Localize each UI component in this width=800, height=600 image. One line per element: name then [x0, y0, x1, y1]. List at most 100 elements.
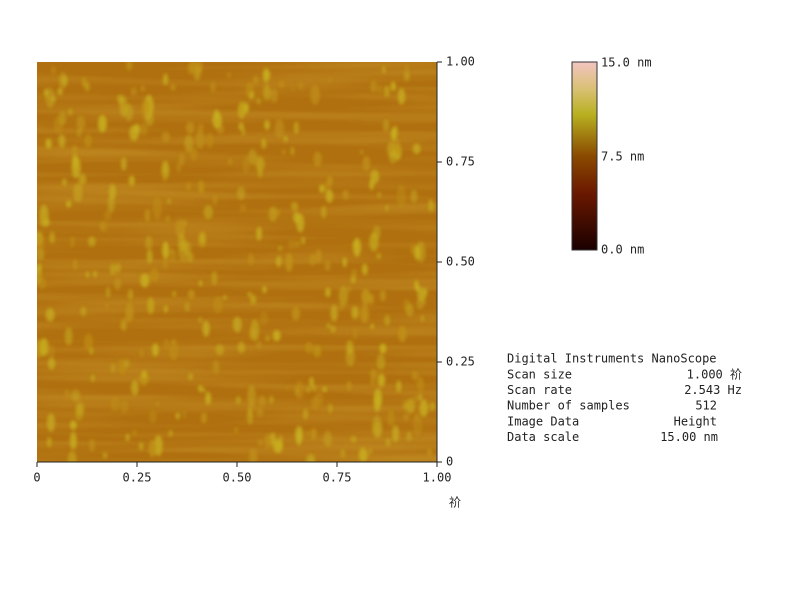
texture-spot: [358, 447, 368, 462]
texture-spot: [262, 84, 271, 101]
texture-spot: [328, 403, 333, 414]
texture-spot: [123, 359, 130, 368]
texture-spot: [197, 123, 204, 132]
texture-spot: [167, 198, 171, 204]
texture-spot: [265, 334, 270, 342]
texture-spot: [170, 83, 176, 91]
texture-spot: [190, 147, 198, 161]
texture-spot: [76, 401, 85, 416]
texture-spot: [69, 235, 75, 249]
texture-spot: [330, 325, 336, 333]
texture-spot: [256, 97, 261, 105]
texture-spot: [170, 248, 175, 255]
texture-spot: [232, 316, 242, 333]
texture-spot: [198, 180, 205, 194]
texture-spot: [76, 129, 82, 138]
texture-spot: [427, 447, 432, 458]
texture-spot: [330, 304, 338, 322]
texture-spot: [410, 189, 418, 203]
texture-spot: [428, 200, 435, 212]
texture-spot: [45, 308, 55, 322]
texture-spot: [62, 76, 68, 86]
texture-spot: [161, 131, 171, 143]
texture-spot: [377, 373, 385, 387]
texture-spot: [125, 433, 130, 442]
texture-spot: [226, 71, 232, 78]
texture-spot: [250, 319, 260, 341]
texture-spot: [321, 205, 327, 219]
texture-spot: [37, 262, 42, 274]
texture-spot: [352, 240, 359, 249]
texture-spot: [178, 152, 185, 166]
texture-spot: [278, 80, 285, 89]
texture-spot: [223, 294, 227, 300]
texture-spot: [261, 138, 267, 149]
texture-spot: [384, 85, 390, 98]
texture-spot: [285, 253, 293, 272]
texture-spot: [67, 450, 77, 462]
texture-spot: [370, 323, 375, 329]
info-value: Height: [674, 414, 717, 428]
texture-spot: [319, 184, 325, 194]
texture-spot: [127, 288, 134, 300]
texture-spot: [301, 236, 306, 245]
texture-spot: [67, 108, 73, 116]
texture-spot: [256, 226, 262, 241]
texture-spot: [405, 303, 414, 317]
texture-spot: [187, 289, 195, 300]
texture-spot: [291, 306, 301, 321]
texture-spot: [379, 289, 386, 302]
texture-spot: [141, 370, 147, 379]
texture-spot: [185, 181, 192, 192]
y-tick-label: 1.00: [446, 55, 475, 69]
texture-spot: [360, 306, 369, 324]
texture-spot: [84, 81, 90, 92]
texture-spot: [184, 134, 194, 153]
texture-spot: [120, 320, 126, 331]
texture-spot: [87, 236, 96, 247]
texture-spot: [236, 186, 246, 200]
texture-spot: [139, 122, 148, 136]
texture-spot: [183, 241, 192, 255]
texture-spot: [104, 302, 110, 311]
texture-spot: [65, 200, 72, 208]
scale-bottom-label: 0.0 nm: [601, 243, 644, 257]
texture-spot: [228, 157, 233, 165]
texture-spot: [277, 245, 283, 252]
texture-spot: [128, 175, 135, 187]
texture-spot: [99, 221, 105, 231]
texture-spot: [162, 73, 169, 86]
texture-spot: [49, 231, 55, 244]
texture-spot: [205, 391, 212, 405]
texture-spot: [162, 172, 168, 183]
texture-spot: [235, 395, 241, 405]
texture-spot: [148, 440, 157, 458]
texture-spot: [259, 311, 269, 326]
texture-spot: [195, 64, 199, 72]
texture-spot: [293, 121, 299, 135]
texture-spot: [393, 124, 399, 136]
texture-spot: [47, 357, 56, 370]
texture-spot: [306, 387, 311, 394]
texture-spot: [372, 415, 382, 437]
texture-spot: [162, 241, 170, 260]
texture-spot: [203, 205, 213, 220]
texture-spot: [64, 327, 73, 346]
texture-spot: [352, 327, 358, 340]
texture-spot: [247, 385, 256, 407]
texture-spot: [169, 339, 179, 361]
texture-spot: [361, 288, 370, 308]
texture-spot: [249, 91, 255, 100]
texture-spot: [184, 302, 190, 312]
x-unit: 祄: [449, 495, 461, 510]
texture-spot: [276, 208, 281, 217]
info-value: 2.543 Hz: [684, 383, 742, 397]
texture-spot: [110, 396, 120, 412]
texture-spot: [147, 297, 155, 315]
texture-spot: [313, 151, 322, 167]
texture-spot: [313, 345, 322, 358]
image-spots: [37, 62, 436, 462]
info-value: 1.000 祄: [687, 367, 742, 382]
texture-spot: [237, 101, 246, 119]
